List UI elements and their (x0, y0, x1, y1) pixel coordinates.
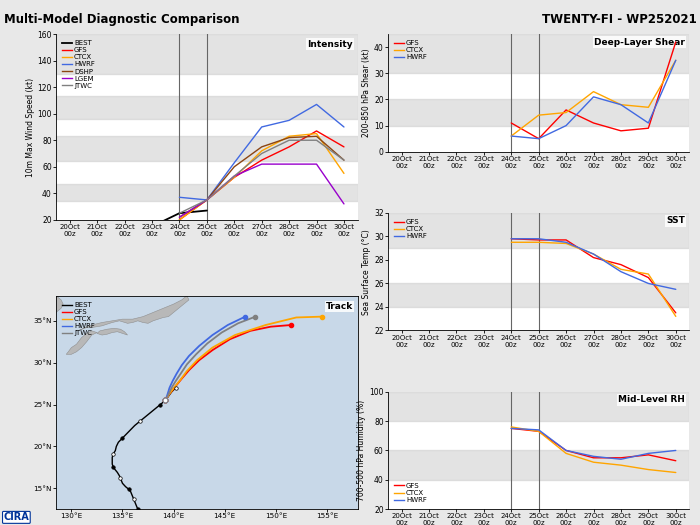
Legend: BEST, GFS, CTCX, HWRF, JTWC: BEST, GFS, CTCX, HWRF, JTWC (60, 299, 98, 339)
Text: SST: SST (666, 216, 685, 225)
Bar (388, 99, 690, 125)
Text: Mid-Level RH: Mid-Level RH (618, 395, 685, 404)
Text: Intensity: Intensity (307, 40, 353, 49)
Text: TWENTY-FI - WP252021: TWENTY-FI - WP252021 (542, 13, 696, 26)
Bar (388, 392, 690, 421)
Text: CIRA: CIRA (4, 512, 29, 522)
Legend: BEST, GFS, CTCX, HWRF, DSHP, LGEM, JTWC: BEST, GFS, CTCX, HWRF, DSHP, LGEM, JTWC (60, 38, 98, 91)
Y-axis label: 10m Max Wind Speed (kt): 10m Max Wind Speed (kt) (26, 77, 34, 176)
Bar (56, 184, 358, 201)
Polygon shape (97, 328, 127, 335)
Y-axis label: 700-500 hPa Humidity (%): 700-500 hPa Humidity (%) (358, 400, 366, 501)
Legend: GFS, CTCX, HWRF: GFS, CTCX, HWRF (391, 480, 430, 506)
Bar (388, 34, 690, 74)
Bar (388, 284, 690, 307)
Text: Track: Track (326, 302, 353, 311)
Legend: GFS, CTCX, HWRF: GFS, CTCX, HWRF (391, 216, 430, 242)
Polygon shape (66, 331, 97, 354)
Bar (388, 450, 690, 480)
Bar (388, 213, 690, 248)
Text: Multi-Model Diagnostic Comparison: Multi-Model Diagnostic Comparison (4, 13, 239, 26)
Y-axis label: Sea Surface Temp (°C): Sea Surface Temp (°C) (362, 229, 371, 314)
Polygon shape (80, 296, 189, 330)
Bar (56, 97, 358, 119)
Bar (56, 34, 358, 74)
Y-axis label: 200-850 hPa Shear (kt): 200-850 hPa Shear (kt) (362, 49, 371, 137)
Polygon shape (30, 291, 63, 325)
Legend: GFS, CTCX, HWRF: GFS, CTCX, HWRF (391, 38, 430, 63)
Text: Deep-Layer Shear: Deep-Layer Shear (594, 38, 685, 47)
Bar (56, 136, 358, 162)
